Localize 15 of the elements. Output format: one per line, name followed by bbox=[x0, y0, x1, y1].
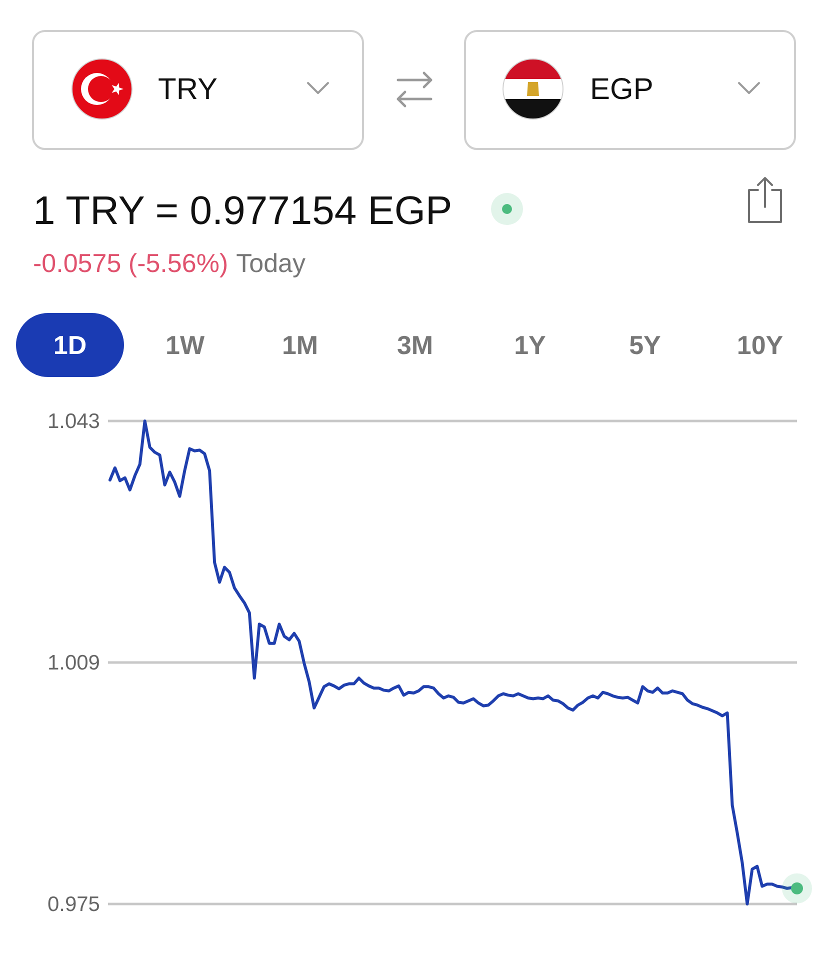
text: TRY bbox=[158, 72, 218, 106]
text: 5Y bbox=[629, 330, 661, 360]
text: 1W bbox=[166, 330, 205, 360]
text: 1D bbox=[53, 330, 87, 360]
chart-title: 1 TRY = 0.977154 EGP bbox=[33, 189, 452, 233]
y-tick-label: 0.975 bbox=[47, 892, 100, 916]
y-tick-label: 1.043 bbox=[47, 410, 100, 432]
text: Today bbox=[236, 248, 306, 278]
text: 1Y bbox=[514, 330, 546, 360]
text: EGP bbox=[590, 72, 654, 106]
text: 3M bbox=[396, 330, 434, 360]
text: 1M bbox=[282, 330, 318, 360]
y-tick-label: 1.009 bbox=[47, 651, 100, 674]
text: 10Y bbox=[736, 330, 784, 360]
chart-subtitle: -0.0575 (-5.56%) bbox=[33, 248, 228, 278]
